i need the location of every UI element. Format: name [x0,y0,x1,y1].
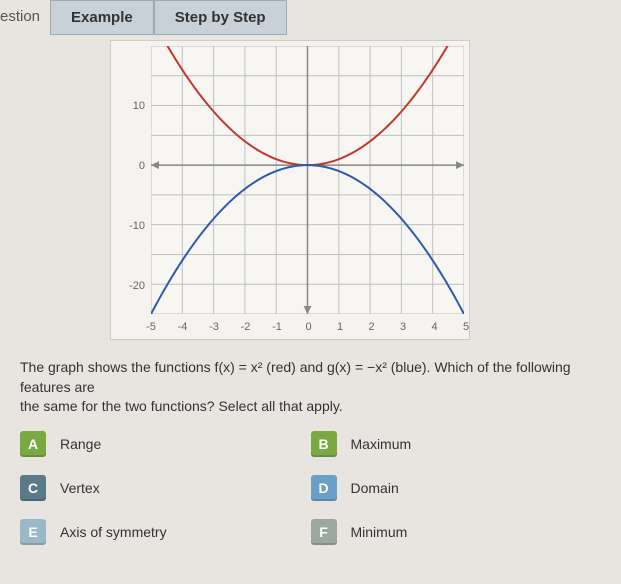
option-e-badge: E [20,519,46,545]
x-tick-label: -5 [146,321,156,333]
x-tick-label: -4 [178,321,188,333]
question-line1: The graph shows the functions f(x) = x² … [20,359,571,395]
option-b-label: Maximum [351,436,412,452]
y-axis-labels: 10 0 -10 -20 [111,46,149,314]
option-d-label: Domain [351,480,399,496]
options-col-right: B Maximum D Domain F Minimum [311,431,602,563]
y-tick-label: 0 [139,160,145,172]
x-tick-label: 3 [400,321,406,333]
option-b[interactable]: B Maximum [311,431,602,457]
option-a[interactable]: A Range [20,431,311,457]
x-tick-label: -1 [272,321,282,333]
x-tick-label: 2 [368,321,374,333]
y-tick-label: -10 [129,220,145,232]
y-tick-label: 10 [133,100,145,112]
tabs-bar: estion Example Step by Step [0,0,621,35]
tab-example[interactable]: Example [50,0,154,35]
x-tick-label: -3 [209,321,219,333]
options-col-left: A Range C Vertex E Axis of symmetry [20,431,311,563]
option-c-badge: C [20,475,46,501]
x-tick-label: 1 [337,321,343,333]
x-tick-label: 4 [431,321,437,333]
option-f[interactable]: F Minimum [311,519,602,545]
x-tick-label: 5 [463,321,469,333]
x-tick-label: -2 [241,321,251,333]
tab-prefix: estion [0,0,50,35]
option-a-label: Range [60,436,101,452]
question-text: The graph shows the functions f(x) = x² … [0,350,621,421]
x-axis-labels: -5-4-3-2-1012345 [151,317,464,339]
option-e[interactable]: E Axis of symmetry [20,519,311,545]
option-b-badge: B [311,431,337,457]
chart-svg [151,46,464,314]
option-d-badge: D [311,475,337,501]
graph-plot-area [151,46,464,314]
option-f-badge: F [311,519,337,545]
option-c-label: Vertex [60,480,100,496]
tab-step-by-step[interactable]: Step by Step [154,0,287,35]
option-c[interactable]: C Vertex [20,475,311,501]
options-grid: A Range C Vertex E Axis of symmetry B Ma… [0,421,621,573]
y-tick-label: -20 [129,280,145,292]
x-tick-label: 0 [305,321,311,333]
option-e-label: Axis of symmetry [60,524,167,540]
option-f-label: Minimum [351,524,408,540]
option-d[interactable]: D Domain [311,475,602,501]
option-a-badge: A [20,431,46,457]
question-line2: the same for the two functions? Select a… [20,398,343,414]
graph-panel: 100-10-20 -5-4-3-2-1012345 [110,40,470,340]
